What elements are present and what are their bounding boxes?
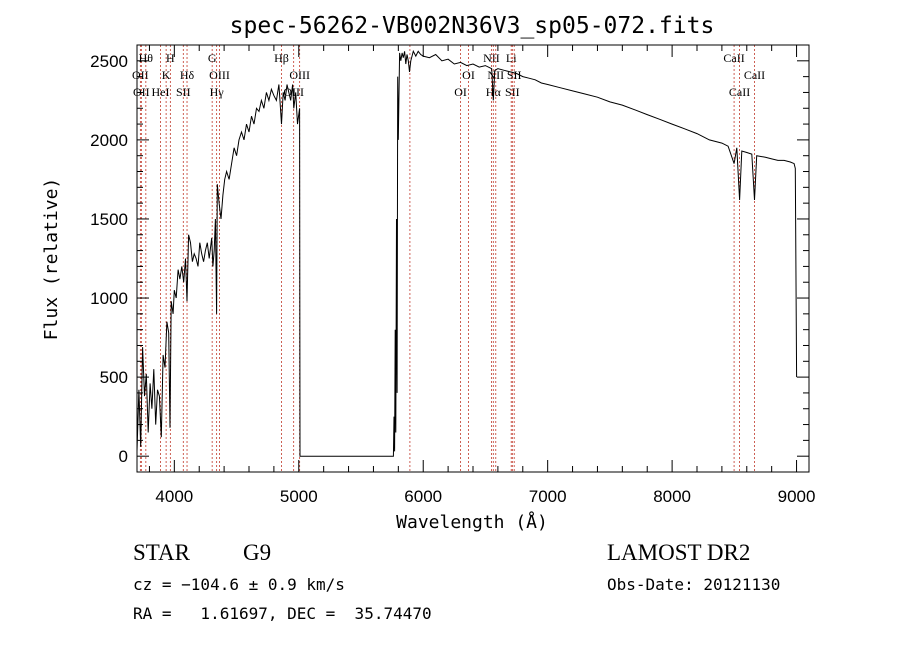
spectral-line-label: CaII: [723, 51, 744, 65]
spectral-line-label: OIII: [283, 85, 304, 99]
y-axis: 0 500 1000 1500 2000 2500: [90, 52, 809, 466]
spectral-line-label: HeI: [152, 85, 170, 99]
y-tick-label: 500: [100, 368, 128, 387]
spectral-line-label: OII: [132, 68, 149, 82]
spectral-line-label: Hβ: [274, 51, 289, 65]
spectral-line-label: SII: [505, 85, 520, 99]
y-tick-label: 1000: [90, 289, 128, 308]
spectral-line-label: NII: [483, 51, 500, 65]
x-tick-label: 4000: [155, 487, 193, 506]
spectral-line-label: G: [208, 51, 217, 65]
spectral-line-label: H: [166, 51, 175, 65]
spectral-line-label: K: [162, 68, 171, 82]
y-tick-label: 2000: [90, 131, 128, 150]
spectrum-line: [136, 49, 798, 457]
spectral-line-label: Hδ: [180, 68, 195, 82]
series-layer: [136, 49, 798, 457]
spectral-line-label: Li: [506, 51, 517, 65]
chart-title: spec-56262-VB002N36V3_sp05-072.fits: [230, 13, 715, 39]
survey-name: LAMOST DR2: [607, 540, 751, 565]
line-marker-layer: OIIOIIHθHeIKHSIIHδGHγOIIIHβOIIIOIIIOIOIN…: [132, 45, 765, 472]
x-tick-label: 8000: [653, 487, 691, 506]
plot-frame: [136, 44, 810, 473]
sky-coordinates: RA = 1.61697, DEC = 35.74470: [133, 604, 432, 623]
spectral-line-label: CaII: [744, 68, 765, 82]
x-axis: 4000 5000 6000 7000 8000 9000: [148, 45, 816, 506]
spectral-line-label: OI: [462, 68, 475, 82]
y-tick-label: 1500: [90, 210, 128, 229]
spectral-line-label: OIII: [209, 68, 230, 82]
observation-date: Obs-Date: 20121130: [607, 575, 781, 594]
x-tick-label: 6000: [404, 487, 442, 506]
spectral-line-label: Hθ: [139, 51, 154, 65]
spectral-line-label: OIII: [289, 68, 310, 82]
x-tick-label: 9000: [778, 487, 816, 506]
x-axis-label: Wavelength (Å): [396, 511, 548, 533]
x-tick-label: 5000: [280, 487, 318, 506]
y-tick-label: 2500: [90, 52, 128, 71]
spectral-line-label: Hγ: [210, 85, 225, 99]
object-subclass: G9: [243, 540, 272, 565]
spectral-line-label: OI: [454, 85, 467, 99]
y-tick-label: 0: [119, 447, 128, 466]
redshift-cz: cz = −104.6 ± 0.9 km/s: [133, 575, 345, 594]
y-axis-label: Flux (relative): [41, 178, 62, 341]
spectral-line-label: SII: [176, 85, 191, 99]
spectral-line-label: CaII: [729, 85, 750, 99]
x-tick-label: 7000: [529, 487, 567, 506]
object-class: STAR: [133, 540, 190, 565]
